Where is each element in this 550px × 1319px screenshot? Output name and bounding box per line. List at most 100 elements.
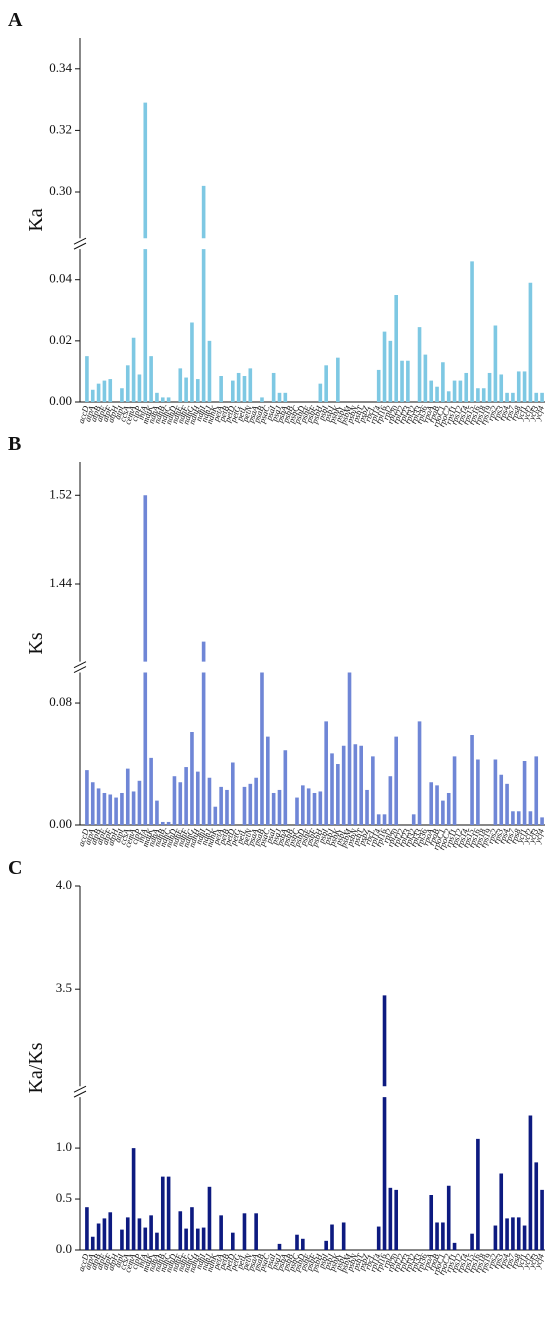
x-tick-label: psbI	[316, 1251, 331, 1270]
bar	[417, 327, 422, 402]
bar	[102, 380, 107, 402]
bar	[534, 1162, 539, 1250]
bar	[382, 331, 387, 402]
x-tick-label: atpE	[94, 827, 109, 846]
bar	[96, 1223, 101, 1250]
bar	[108, 794, 113, 825]
bar	[242, 1213, 247, 1250]
bar	[195, 379, 200, 402]
bar	[493, 1225, 498, 1250]
bar	[540, 392, 544, 402]
y-tick-label: 0.32	[49, 121, 72, 136]
bar	[301, 1238, 305, 1250]
bar	[382, 814, 387, 825]
x-tick-label: ycf3	[526, 405, 540, 423]
bar	[131, 337, 136, 402]
bar	[341, 1222, 346, 1250]
bar	[201, 1227, 206, 1250]
bar	[277, 1243, 282, 1250]
x-tick-label: rps7	[503, 827, 517, 845]
x-tick-label: rps7	[503, 1252, 517, 1270]
x-tick-label: psaI	[263, 1251, 278, 1270]
axis-break	[73, 1090, 87, 1098]
y-axis-label: Ka/Ks	[25, 1042, 47, 1093]
bar	[120, 388, 124, 402]
x-tick-label: psaI	[263, 826, 278, 845]
bar	[516, 811, 521, 825]
bar	[446, 792, 451, 825]
panel-label: C	[8, 857, 22, 879]
x-tick-label: infA	[135, 404, 149, 421]
bar	[248, 368, 253, 402]
x-tick-label: ycf2	[520, 1252, 534, 1270]
x-tick-label: rps8	[508, 1252, 522, 1270]
bar	[324, 1240, 328, 1250]
bar	[458, 380, 463, 402]
x-tick-label: clpP	[129, 1253, 143, 1271]
bar	[487, 372, 492, 402]
x-tick-label: infA	[135, 827, 149, 844]
bar	[108, 1212, 113, 1250]
bar	[534, 392, 539, 402]
x-tick-label: clpP	[129, 405, 143, 423]
bar	[155, 1232, 159, 1250]
x-tick-label: atpA	[82, 827, 97, 846]
bar	[382, 995, 387, 1250]
bar	[376, 814, 381, 825]
bar	[178, 368, 183, 402]
bar	[499, 1173, 504, 1250]
x-tick-label: atpE	[94, 404, 109, 423]
bar	[295, 1234, 299, 1250]
x-tick-label: psbI	[316, 826, 331, 845]
bar	[330, 753, 334, 825]
bar	[149, 356, 153, 402]
x-tick-label: rps4	[497, 1252, 511, 1270]
bar	[347, 672, 352, 825]
y-tick-label: 1.0	[56, 1139, 72, 1154]
bar	[388, 776, 393, 825]
bar	[505, 1218, 509, 1250]
bar	[528, 282, 533, 402]
bar	[516, 371, 521, 402]
bar	[336, 357, 340, 402]
bar	[166, 397, 171, 402]
bar	[219, 786, 223, 825]
bar	[283, 750, 288, 825]
bar	[499, 374, 504, 402]
bar	[260, 672, 264, 825]
x-tick-label: ycf1	[514, 405, 528, 423]
bar	[446, 1185, 451, 1250]
y-tick-label: 0.34	[49, 60, 72, 75]
bar	[522, 1225, 527, 1250]
bar	[219, 376, 223, 402]
bar	[277, 789, 282, 825]
bar	[219, 1215, 223, 1250]
x-tick-label: rpoB	[426, 1253, 441, 1272]
bar	[230, 1232, 235, 1250]
y-axis-label: Ks	[25, 632, 47, 654]
x-tick-label: psaI	[263, 403, 278, 422]
bar	[125, 365, 130, 402]
x-tick-label: ycf4	[532, 827, 546, 845]
y-tick-label: 0.08	[49, 694, 72, 709]
bar	[190, 731, 194, 825]
bar	[160, 397, 165, 402]
bar	[540, 817, 544, 825]
bar	[324, 365, 328, 402]
x-tick-label: rps3	[491, 1253, 505, 1270]
bar	[90, 389, 95, 402]
bar	[172, 776, 177, 825]
bar	[522, 371, 527, 402]
x-tick-label: infA	[135, 1252, 149, 1269]
bar	[178, 782, 183, 825]
bar	[143, 102, 148, 403]
bar	[306, 788, 311, 825]
bar	[516, 1217, 521, 1250]
x-tick-label: ccsA	[117, 404, 132, 423]
bar	[125, 768, 130, 825]
bar	[236, 372, 241, 402]
x-tick-label: atpE	[94, 1252, 109, 1271]
bar	[365, 789, 369, 825]
bar	[266, 736, 270, 825]
y-tick-label: 0.0	[56, 1241, 72, 1256]
